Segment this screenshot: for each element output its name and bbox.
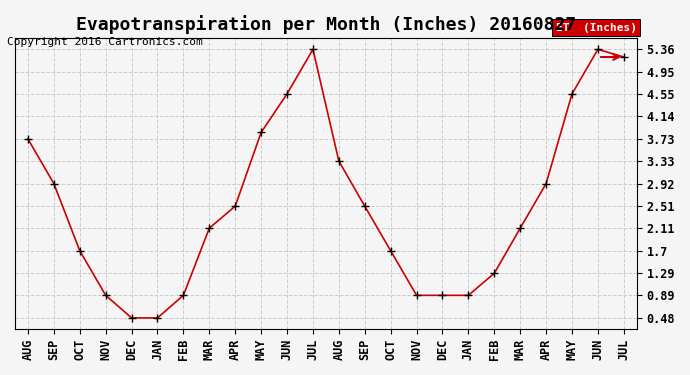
Title: Evapotranspiration per Month (Inches) 20160827: Evapotranspiration per Month (Inches) 20… xyxy=(76,15,576,34)
Text: Copyright 2016 Cartronics.com: Copyright 2016 Cartronics.com xyxy=(7,37,203,47)
Text: ET  (Inches): ET (Inches) xyxy=(555,22,637,33)
